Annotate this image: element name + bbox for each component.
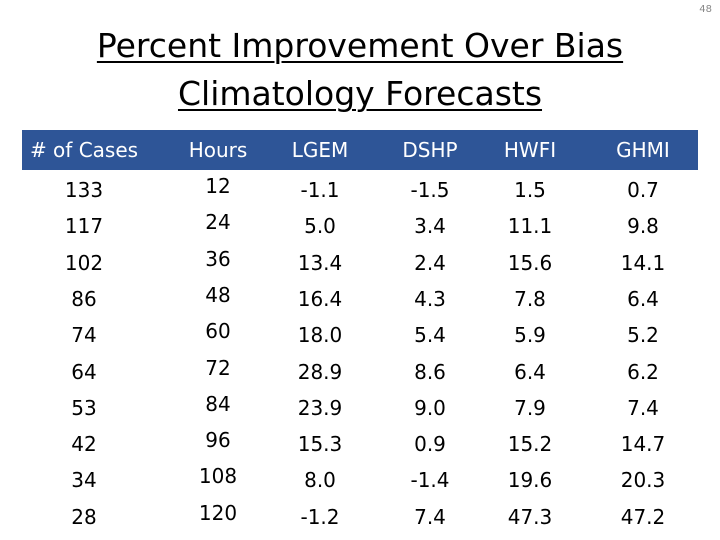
- table-cell: 60: [205, 319, 231, 344]
- table-header-band: [22, 130, 698, 170]
- table-cell: 5.4: [414, 323, 446, 348]
- table-cell: 14.7: [620, 432, 666, 457]
- table-cell: 0.9: [414, 432, 446, 457]
- table-cell: 6.4: [514, 359, 546, 384]
- table-cell: -1.2: [300, 504, 340, 529]
- table-cell: 34: [71, 468, 97, 493]
- table-cell: 7.4: [414, 504, 446, 529]
- table-cell: 53: [71, 395, 97, 420]
- table-cell: 18.0: [297, 323, 343, 348]
- table-cell: 20.3: [620, 468, 666, 493]
- table-cell: 0.7: [627, 178, 659, 202]
- table-cell: 133: [64, 178, 104, 202]
- table-cell: 23.9: [297, 395, 343, 420]
- table-cell: 36: [205, 246, 231, 271]
- table-cell: 15.6: [507, 250, 553, 275]
- table-cell: 117: [64, 214, 104, 239]
- table-cell: 4.3: [414, 286, 446, 311]
- table-cell: 8.0: [304, 468, 336, 493]
- table-cell: 96: [205, 428, 231, 453]
- table-cell: 7.8: [514, 286, 546, 311]
- table-cell: 74: [71, 323, 97, 348]
- table-cell: 28.9: [297, 359, 343, 384]
- table-cell: 5.9: [514, 323, 546, 348]
- header-cell: GHMI: [616, 138, 670, 162]
- table-cell: 12: [205, 174, 231, 198]
- table-cell: 84: [205, 391, 231, 416]
- table-cell: 7.9: [514, 395, 546, 420]
- table-cell: 28: [71, 504, 97, 529]
- table-cell: 86: [71, 286, 97, 311]
- header-cell: HWFI: [503, 138, 557, 162]
- table-cell: 6.2: [627, 359, 659, 384]
- table-cell: 9.0: [414, 395, 446, 420]
- table-cell: -1.4: [410, 468, 450, 493]
- table-cell: 24: [205, 210, 231, 235]
- table-cell: 11.1: [507, 214, 553, 239]
- table-cell: 1.5: [514, 178, 546, 202]
- table-cell: 48: [205, 282, 231, 307]
- table-cell: 8.6: [414, 359, 446, 384]
- header-cell: Hours: [188, 138, 248, 162]
- table-cell: 7.4: [627, 395, 659, 420]
- table-cell: 64: [71, 359, 97, 384]
- table-cell: 108: [198, 464, 238, 489]
- table-cell: 42: [71, 432, 97, 457]
- table-cell: 15.3: [297, 432, 343, 457]
- table-cell: 15.2: [507, 432, 553, 457]
- table-cell: 47.3: [507, 504, 553, 529]
- table-cell: 16.4: [297, 286, 343, 311]
- page-number: 48: [699, 4, 712, 15]
- table-cell: -1.1: [300, 178, 340, 202]
- table-cell: 2.4: [414, 250, 446, 275]
- table-cell: 5.0: [304, 214, 336, 239]
- table-cell: 102: [64, 250, 104, 275]
- table-cell: 47.2: [620, 504, 666, 529]
- table-cell: 6.4: [627, 286, 659, 311]
- header-cell: DSHP: [402, 138, 458, 162]
- table-cell: 72: [205, 355, 231, 380]
- table-cell: 3.4: [414, 214, 446, 239]
- table-cell: 13.4: [297, 250, 343, 275]
- header-cell: LGEM: [291, 138, 349, 162]
- table-cell: 5.2: [627, 323, 659, 348]
- header-cell: # of Cases: [29, 138, 139, 162]
- table-cell: 9.8: [627, 214, 659, 239]
- table-cell: 14.1: [620, 250, 666, 275]
- table-cell: -1.5: [410, 178, 450, 202]
- title-line: Climatology Forecasts: [177, 74, 543, 113]
- table-cell: 19.6: [507, 468, 553, 493]
- title-line: Percent Improvement Over Bias: [96, 26, 624, 65]
- table-cell: 120: [198, 500, 238, 525]
